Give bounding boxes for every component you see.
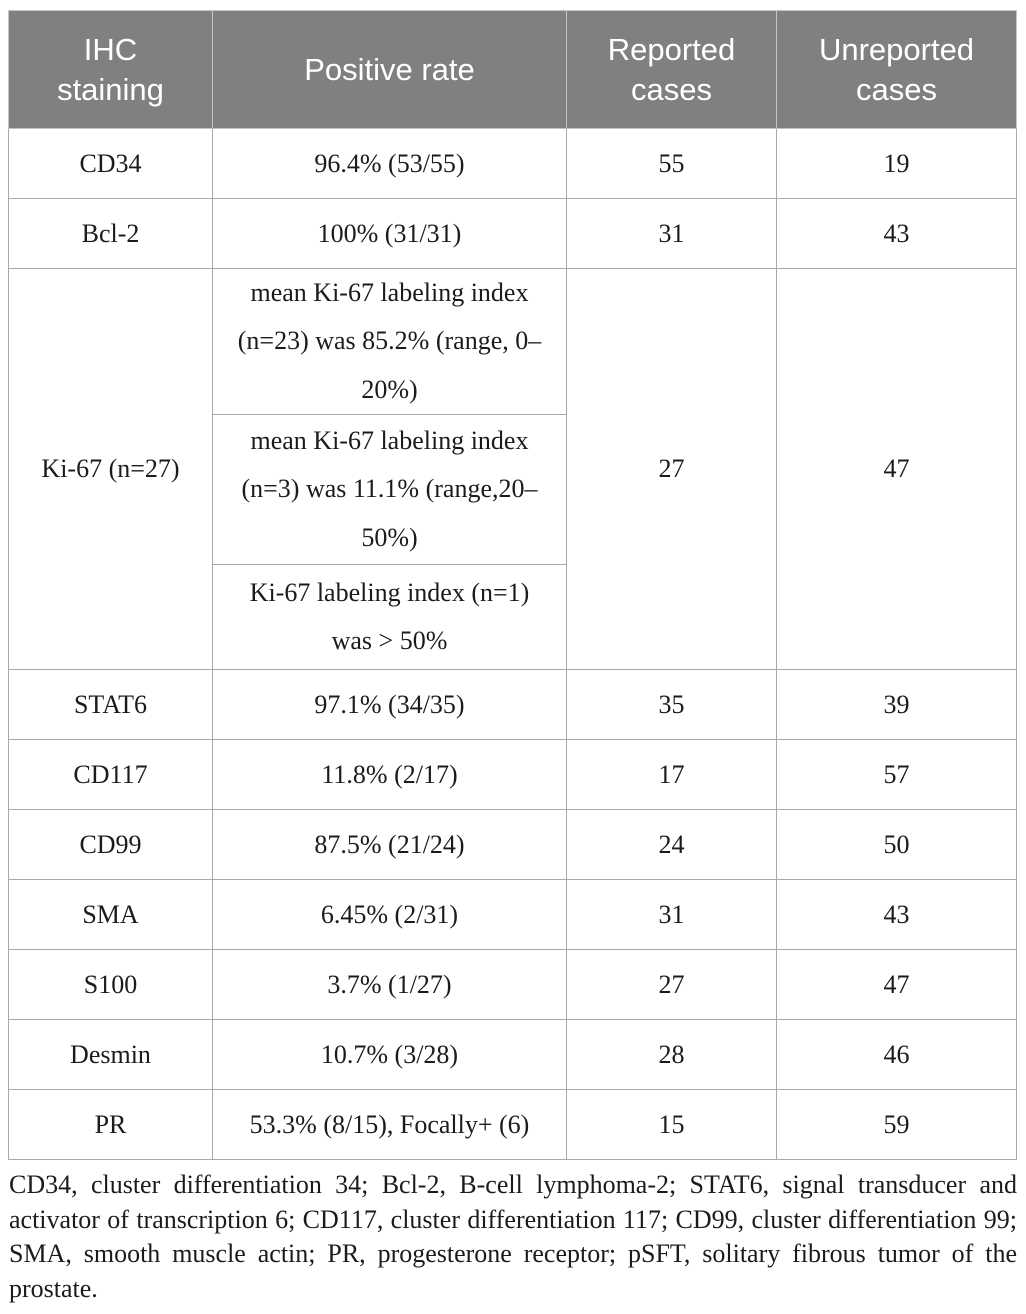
- cell-positive-rate: 96.4% (53/55): [212, 128, 567, 199]
- cell-unreported: 47: [776, 268, 1017, 670]
- cell-staining: CD34: [8, 128, 213, 199]
- cell-unreported: 57: [776, 739, 1017, 810]
- header-unreported-cases: Unreported cases: [776, 10, 1017, 129]
- cell-staining: STAT6: [8, 669, 213, 740]
- cell-positive-rate-group: mean Ki-67 labeling index (n=23) was 85.…: [212, 268, 567, 670]
- cell-staining: S100: [8, 949, 213, 1020]
- cell-unreported: 50: [776, 809, 1017, 880]
- cell-staining: CD117: [8, 739, 213, 810]
- header-ihc-staining: IHC staining: [8, 10, 213, 129]
- header-row: IHC staining Positive rate Reported case…: [8, 10, 1017, 129]
- cell-reported: 31: [566, 198, 777, 269]
- header-label: IHC staining: [57, 31, 164, 107]
- cell-reported: 55: [566, 128, 777, 199]
- table-row-stat6: STAT6 97.1% (34/35) 35 39: [8, 669, 1017, 740]
- table-row-cd99: CD99 87.5% (21/24) 24 50: [8, 809, 1017, 880]
- table-header: IHC staining Positive rate Reported case…: [8, 10, 1017, 129]
- table-row-sma: SMA 6.45% (2/31) 31 43: [8, 879, 1017, 950]
- cell-unreported: 46: [776, 1019, 1017, 1090]
- table-row-desmin: Desmin 10.7% (3/28) 28 46: [8, 1019, 1017, 1090]
- ihc-staining-table: IHC staining Positive rate Reported case…: [8, 10, 1017, 1160]
- ki67-subrow-1: mean Ki-67 labeling index (n=23) was 85.…: [213, 269, 566, 414]
- table-row-pr: PR 53.3% (8/15), Focally+ (6) 15 59: [8, 1089, 1017, 1160]
- cell-reported: 17: [566, 739, 777, 810]
- cell-positive-rate: 3.7% (1/27): [212, 949, 567, 1020]
- cell-unreported: 39: [776, 669, 1017, 740]
- header-reported-cases: Reported cases: [566, 10, 777, 129]
- cell-staining: Bcl-2: [8, 198, 213, 269]
- cell-reported: 15: [566, 1089, 777, 1160]
- table-row-s100: S100 3.7% (1/27) 27 47: [8, 949, 1017, 1020]
- ki67-subrow-3: Ki-67 labeling index (n=1) was > 50%: [213, 564, 566, 669]
- table-row-ki67: Ki-67 (n=27) mean Ki-67 labeling index (…: [8, 268, 1017, 670]
- header-positive-rate: Positive rate: [212, 10, 567, 129]
- header-label: Positive rate: [304, 51, 475, 87]
- cell-positive-rate: 6.45% (2/31): [212, 879, 567, 950]
- cell-staining: CD99: [8, 809, 213, 880]
- table-row-bcl2: Bcl-2 100% (31/31) 31 43: [8, 198, 1017, 269]
- cell-positive-rate: 100% (31/31): [212, 198, 567, 269]
- cell-staining: Ki-67 (n=27): [8, 268, 213, 670]
- cell-positive-rate: 53.3% (8/15), Focally+ (6): [212, 1089, 567, 1160]
- header-label: Unreported cases: [818, 31, 975, 107]
- cell-reported: 35: [566, 669, 777, 740]
- cell-reported: 27: [566, 949, 777, 1020]
- ki67-subrow-2: mean Ki-67 labeling index (n=3) was 11.1…: [213, 414, 566, 564]
- cell-unreported: 59: [776, 1089, 1017, 1160]
- cell-unreported: 43: [776, 198, 1017, 269]
- cell-staining: SMA: [8, 879, 213, 950]
- table-row-cd117: CD117 11.8% (2/17) 17 57: [8, 739, 1017, 810]
- cell-positive-rate: 97.1% (34/35): [212, 669, 567, 740]
- cell-staining: PR: [8, 1089, 213, 1160]
- cell-positive-rate: 11.8% (2/17): [212, 739, 567, 810]
- table-body: CD34 96.4% (53/55) 55 19 Bcl-2 100% (31/…: [8, 128, 1017, 1160]
- cell-unreported: 43: [776, 879, 1017, 950]
- ki67-subrow-text: mean Ki-67 labeling index (n=23) was 85.…: [237, 278, 542, 404]
- header-label: Reported cases: [607, 31, 736, 107]
- cell-positive-rate: 87.5% (21/24): [212, 809, 567, 880]
- cell-unreported: 19: [776, 128, 1017, 199]
- table-footnote: CD34, cluster differentiation 34; Bcl-2,…: [9, 1170, 1017, 1303]
- ki67-subrow-text: mean Ki-67 labeling index (n=3) was 11.1…: [241, 426, 538, 552]
- cell-positive-rate: 10.7% (3/28): [212, 1019, 567, 1090]
- ki67-subrow-text: Ki-67 labeling index (n=1) was > 50%: [249, 577, 530, 655]
- cell-reported: 27: [566, 268, 777, 670]
- cell-reported: 31: [566, 879, 777, 950]
- cell-unreported: 47: [776, 949, 1017, 1020]
- cell-staining: Desmin: [8, 1019, 213, 1090]
- table-row-cd34: CD34 96.4% (53/55) 55 19: [8, 128, 1017, 199]
- cell-reported: 24: [566, 809, 777, 880]
- cell-reported: 28: [566, 1019, 777, 1090]
